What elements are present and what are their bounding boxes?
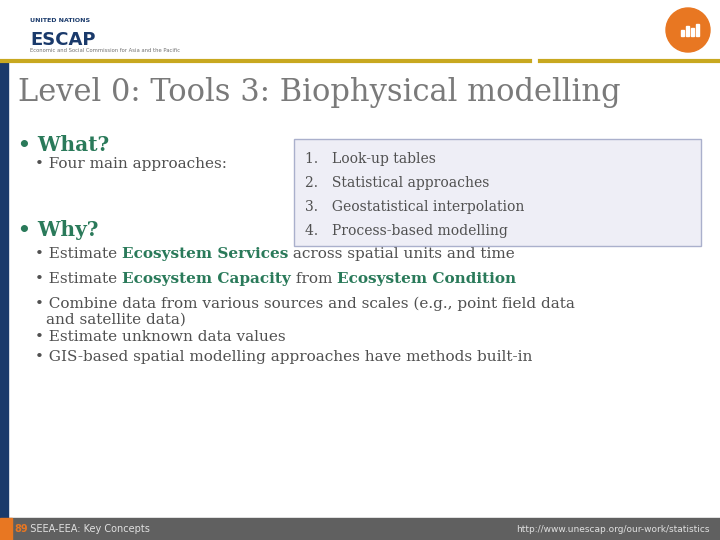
Circle shape (666, 8, 710, 52)
Bar (686, 26, 689, 36)
Text: • Estimate: • Estimate (35, 247, 122, 261)
Text: 89: 89 (14, 524, 27, 534)
Bar (0, 518, 12, 540)
Text: from: from (291, 272, 337, 286)
Text: ESCAP: ESCAP (30, 31, 96, 49)
Text: 2. Statistical approaches: 2. Statistical approaches (305, 176, 490, 190)
Text: Level 0: Tools 3: Biophysical modelling: Level 0: Tools 3: Biophysical modelling (18, 77, 621, 108)
Bar (681, 30, 684, 36)
Text: http://www.unescap.org/our-work/statistics: http://www.unescap.org/our-work/statisti… (516, 524, 710, 534)
Text: and satellite data): and satellite data) (46, 313, 186, 327)
Text: across spatial units and time: across spatial units and time (289, 247, 515, 261)
FancyBboxPatch shape (294, 139, 701, 246)
Text: • Why?: • Why? (18, 220, 99, 240)
Text: Ecosystem Condition: Ecosystem Condition (337, 272, 516, 286)
Text: • GIS-based spatial modelling approaches have methods built-in: • GIS-based spatial modelling approaches… (35, 350, 532, 364)
Text: • Combine data from various sources and scales (e.g., point field data: • Combine data from various sources and … (35, 297, 575, 312)
Text: UNITED NATIONS: UNITED NATIONS (30, 18, 90, 24)
Text: Ecosystem Capacity: Ecosystem Capacity (122, 272, 291, 286)
Text: 3. Geostatistical interpolation: 3. Geostatistical interpolation (305, 200, 524, 214)
Text: • Estimate unknown data values: • Estimate unknown data values (35, 330, 286, 344)
Text: Ecosystem Services: Ecosystem Services (122, 247, 289, 261)
Text: • Estimate: • Estimate (35, 272, 122, 286)
Text: SEEA-EEA: Key Concepts: SEEA-EEA: Key Concepts (24, 524, 150, 534)
Text: 4. Process-based modelling: 4. Process-based modelling (305, 224, 508, 238)
Bar (0, 60, 8, 518)
Bar (696, 24, 699, 36)
Bar (691, 28, 694, 36)
Text: • What?: • What? (18, 135, 109, 155)
Bar (0, 0, 720, 60)
Text: Economic and Social Commission for Asia and the Pacific: Economic and Social Commission for Asia … (30, 48, 180, 52)
Text: 1. Look-up tables: 1. Look-up tables (305, 152, 436, 166)
Bar (0, 518, 720, 540)
Text: • Four main approaches:: • Four main approaches: (35, 157, 227, 171)
